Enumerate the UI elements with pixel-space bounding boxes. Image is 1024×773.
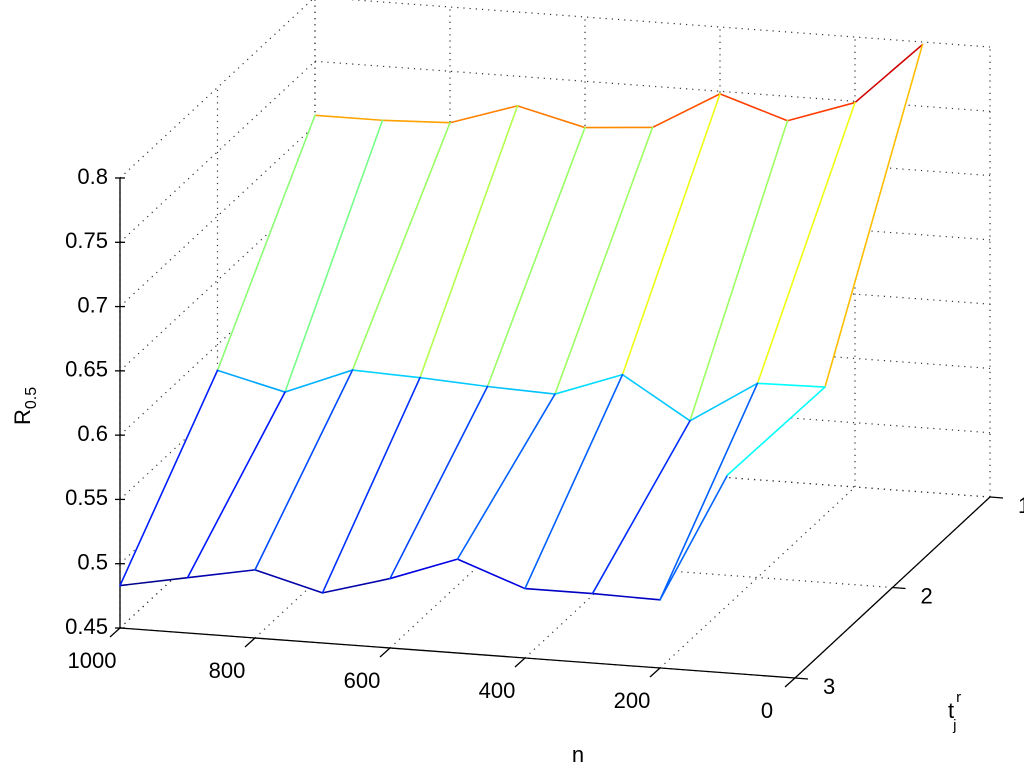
y-tick-label: 2: [921, 583, 933, 608]
x-tick: [110, 628, 120, 637]
z-label-sub: 0.5: [23, 387, 40, 409]
x-tick: [245, 638, 255, 647]
z-tick-label: 0.5: [77, 550, 108, 575]
x-tick: [380, 648, 390, 657]
z-tick-label: 0.75: [65, 228, 108, 253]
grid-line: [120, 0, 315, 178]
x-tick-label: 0: [761, 698, 773, 723]
y-tick-label: 3: [823, 674, 835, 699]
x-tick-label: 200: [614, 688, 651, 713]
z-tick-label: 0.7: [77, 292, 108, 317]
z-tick-label: 0.55: [65, 485, 108, 510]
y-tick: [795, 678, 808, 679]
z-tick-label: 0.45: [65, 614, 108, 639]
z-tick-label: 0.65: [65, 357, 108, 382]
x-tick: [785, 678, 795, 687]
x-tick-label: 800: [209, 658, 246, 683]
z-tick-label: 0.6: [77, 421, 108, 446]
z-label-base: R: [10, 409, 35, 425]
grid-line: [315, 0, 990, 47]
x-axis-label: n: [572, 742, 584, 767]
y-tick: [990, 497, 1003, 498]
y-label-sup: r: [956, 689, 961, 706]
x-tick-label: 1000: [68, 648, 117, 673]
x-tick-label: 600: [344, 668, 381, 693]
x-tick-label: 400: [479, 678, 516, 703]
z-tick-label: 0.8: [77, 164, 108, 189]
y-label-sub: j: [952, 717, 956, 734]
y-tick: [893, 588, 906, 589]
y-tick-label: 1: [1018, 493, 1024, 518]
z-axis-label: R0.5: [10, 387, 40, 425]
x-tick: [650, 668, 660, 677]
x-tick: [515, 658, 525, 667]
